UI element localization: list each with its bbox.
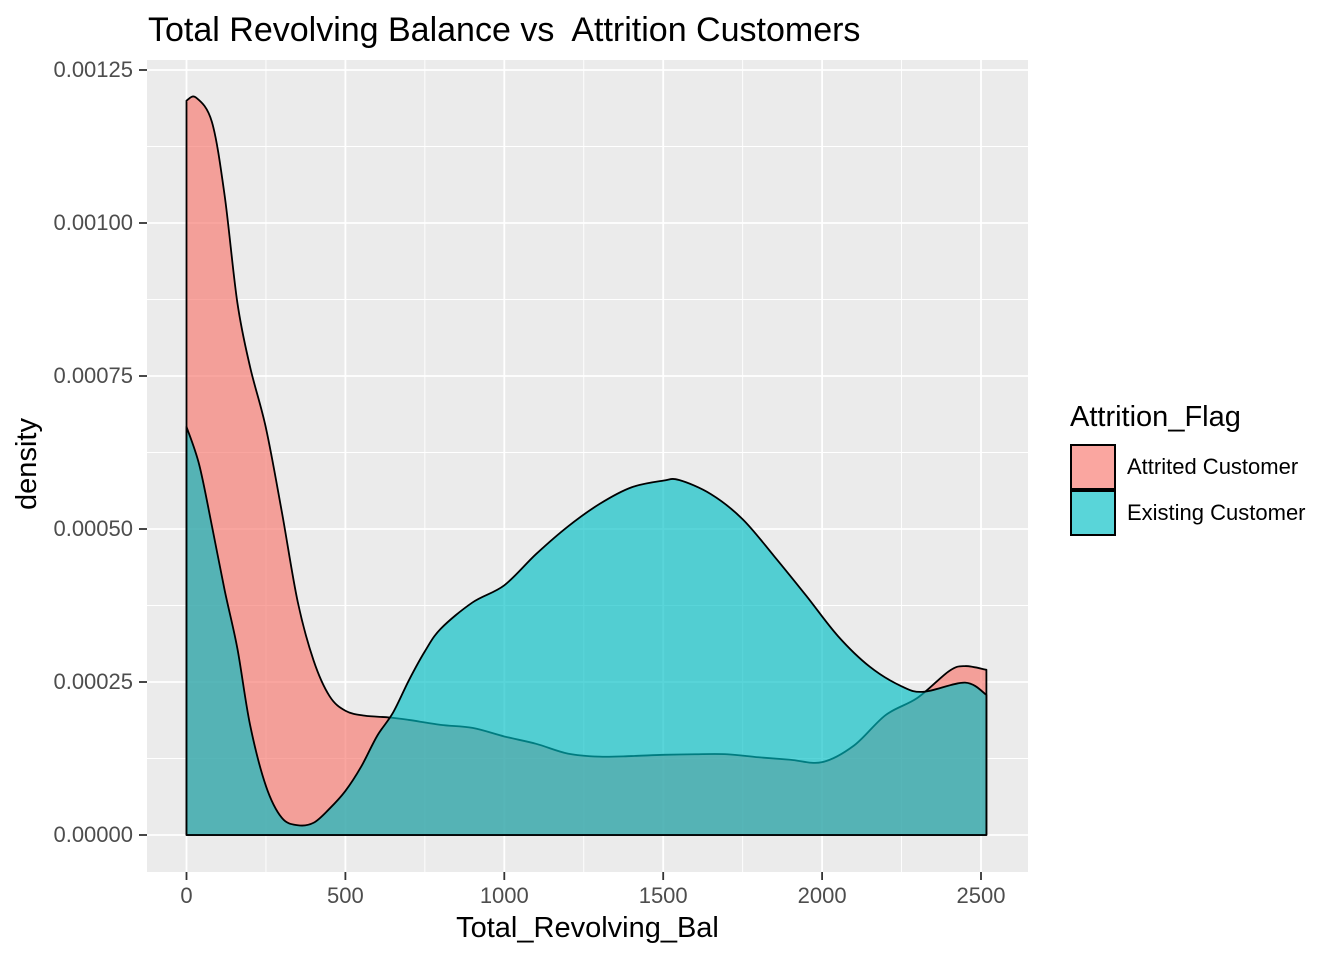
x-tick-label: 500 xyxy=(327,883,364,908)
legend-item-existing: Existing Customer xyxy=(1070,490,1344,537)
legend: Attrition_Flag Attrited Customer Existin… xyxy=(1070,401,1344,537)
y-tick-label: 0.00000 xyxy=(53,822,133,847)
y-tick-label: 0.00100 xyxy=(53,210,133,235)
plot-title: Total Revolving Balance vs Attrition Cus… xyxy=(148,11,861,49)
legend-label-existing: Existing Customer xyxy=(1127,500,1306,526)
legend-title: Attrition_Flag xyxy=(1070,401,1241,433)
legend-label-attrited: Attrited Customer xyxy=(1127,454,1299,480)
x-tick-label: 2000 xyxy=(797,883,847,908)
plot-panel xyxy=(147,60,1028,872)
x-axis-title: Total_Revolving_Bal xyxy=(456,912,719,944)
y-tick-label: 0.00025 xyxy=(53,669,133,694)
y-axis-title: density xyxy=(11,418,44,510)
x-tick-label: 1500 xyxy=(638,883,688,908)
y-tick-label: 0.00050 xyxy=(53,516,133,541)
x-tick-label: 1000 xyxy=(479,883,529,908)
chart-svg xyxy=(147,60,1028,872)
legend-key-attrited-swatch xyxy=(1070,444,1116,491)
legend-item-attrited: Attrited Customer xyxy=(1070,444,1344,491)
y-tick-label: 0.00125 xyxy=(53,57,133,82)
density-curve-existing xyxy=(185,425,988,836)
x-tick-label: 2500 xyxy=(956,883,1006,908)
x-tick-label: 0 xyxy=(180,883,193,908)
legend-key-existing-swatch xyxy=(1070,490,1116,537)
y-tick-label: 0.00075 xyxy=(53,363,133,388)
